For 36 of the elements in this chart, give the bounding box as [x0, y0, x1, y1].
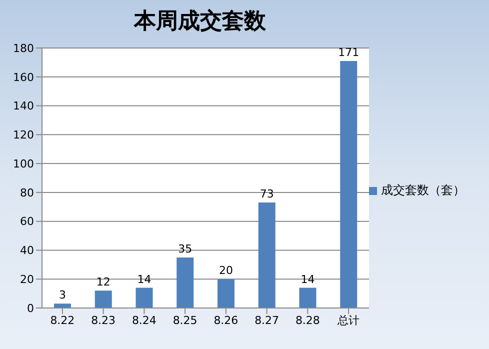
y-tick-label: 120: [13, 128, 34, 142]
data-label: 73: [260, 188, 274, 201]
y-tick-label: 180: [13, 42, 34, 55]
y-tick-label: 40: [20, 244, 34, 258]
y-tick-label: 160: [13, 70, 34, 84]
data-label: 3: [59, 288, 66, 302]
y-tick-label: 100: [13, 157, 34, 170]
y-tick-label: 140: [13, 100, 34, 113]
y-tick-label: 80: [20, 186, 34, 200]
x-tick-label: 8.22: [50, 314, 75, 327]
data-label: 35: [178, 242, 192, 256]
y-tick-label: 20: [20, 273, 34, 286]
x-tick-label: 8.23: [91, 314, 116, 327]
x-tick-label: 总计: [336, 314, 360, 327]
x-tick-label: 8.25: [172, 314, 198, 327]
data-label: 20: [219, 264, 233, 278]
legend-label: 成交套数（套）: [381, 183, 465, 197]
bar: [94, 290, 112, 308]
x-tick-label: 8.28: [295, 314, 320, 327]
data-label: 14: [137, 272, 152, 286]
x-tick-label: 8.24: [132, 314, 156, 327]
bar: [258, 202, 276, 308]
bar: [299, 288, 316, 308]
data-label: 14: [300, 272, 315, 286]
y-tick-label: 0: [27, 302, 34, 315]
bar: [54, 304, 71, 308]
x-tick-label: 8.27: [254, 314, 280, 327]
bar: [176, 257, 194, 308]
bar: [218, 279, 234, 308]
data-label: 171: [338, 46, 360, 59]
chart-title: 本周成交套数: [132, 8, 267, 36]
x-tick-label: 8.26: [214, 314, 238, 327]
bar: [136, 288, 153, 308]
bar: [340, 61, 358, 308]
y-tick-label: 60: [20, 215, 34, 228]
data-label: 12: [96, 276, 110, 289]
